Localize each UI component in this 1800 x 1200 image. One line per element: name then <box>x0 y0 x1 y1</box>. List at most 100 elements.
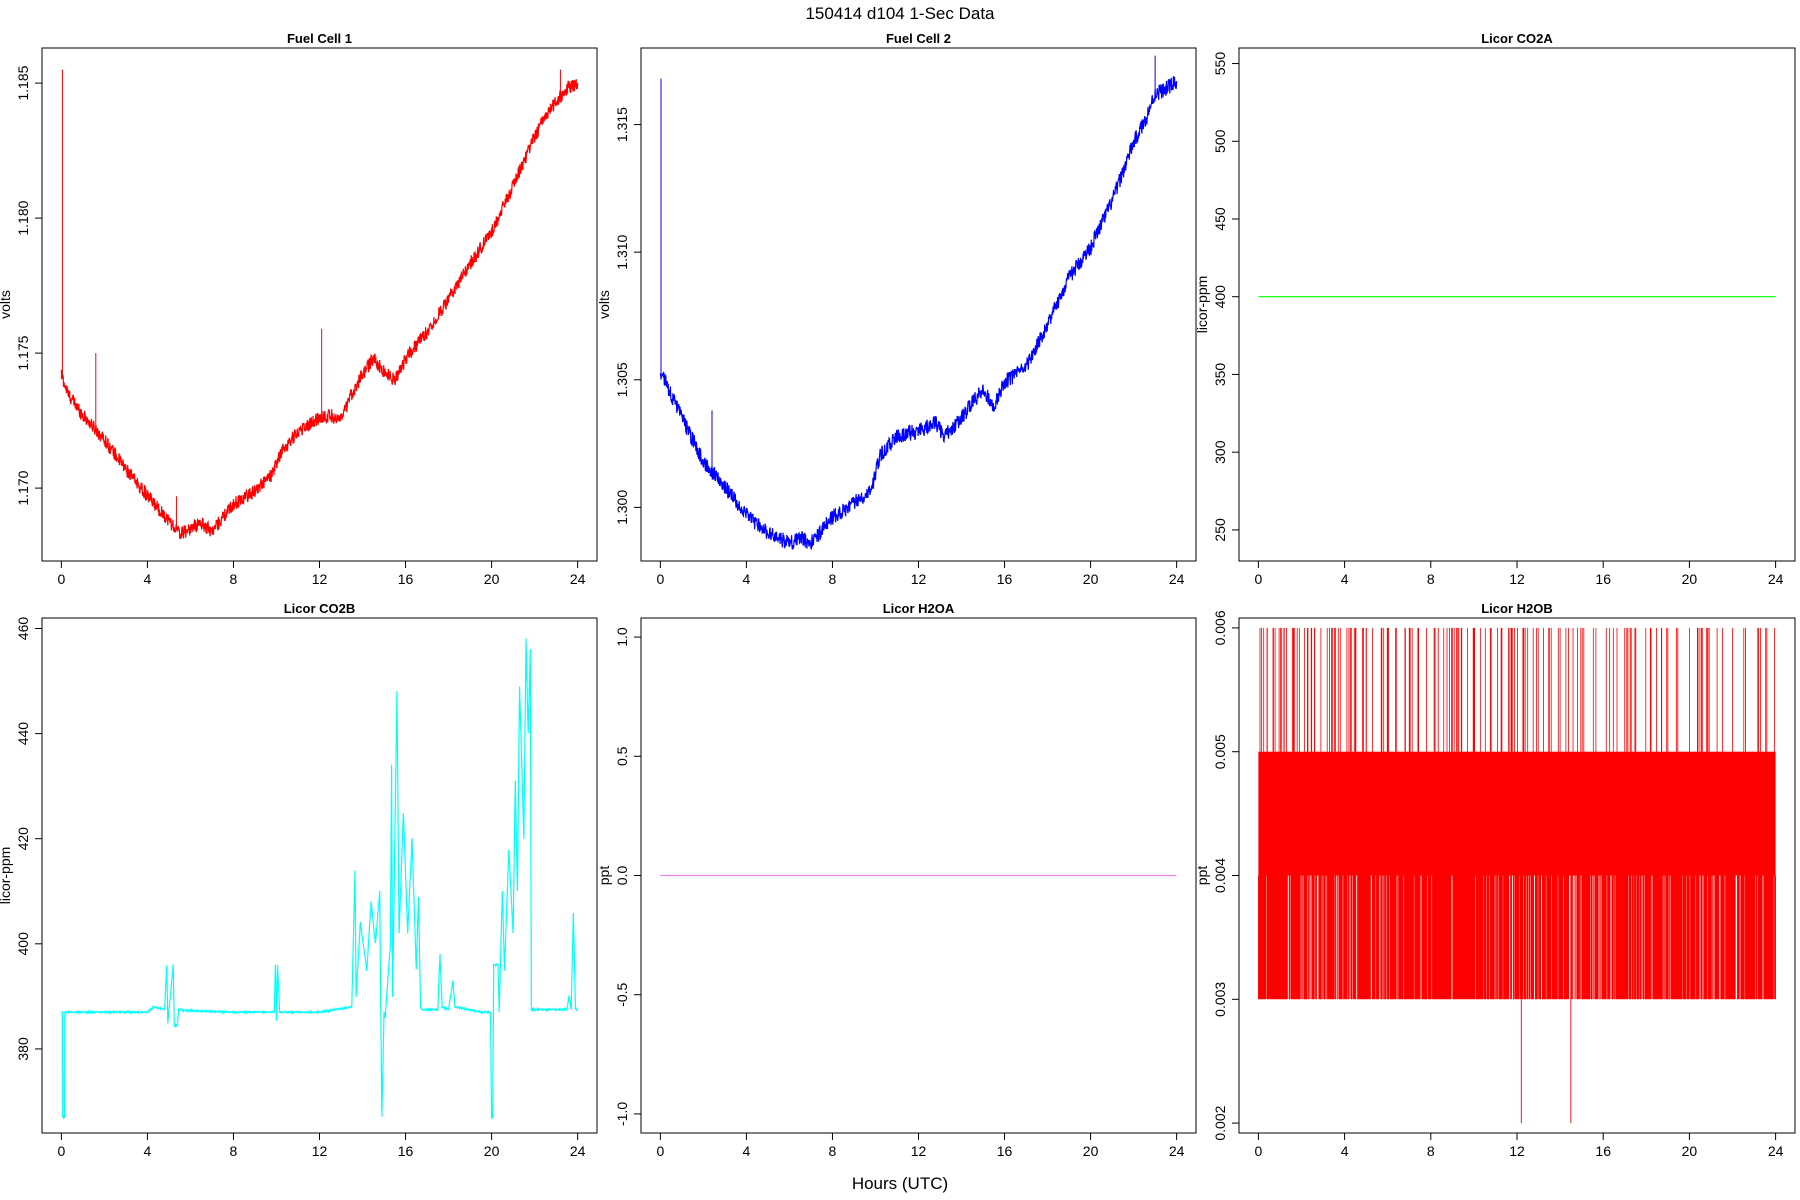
panel-title: Fuel Cell 2 <box>886 31 951 46</box>
y-tick-label: 0.0 <box>614 866 630 886</box>
x-tick-label: 0 <box>656 571 664 587</box>
panel-title: Licor H2OB <box>1481 601 1553 616</box>
x-tick-label: 4 <box>743 571 751 587</box>
x-tick-label: 16 <box>1595 1143 1611 1159</box>
x-tick-label: 12 <box>911 571 927 587</box>
x-tick-label: 0 <box>57 1143 65 1159</box>
x-tick-label: 20 <box>1682 1143 1698 1159</box>
panel-title: Fuel Cell 1 <box>287 31 352 46</box>
panel-1: Fuel Cell 1 volts 0 4 8 12 16 20 24 1.170 1.175 1.1… <box>0 31 598 587</box>
spike-up-lines <box>1259 627 1775 752</box>
x-tick-label: 0 <box>1254 571 1262 587</box>
y-axis-label: volts <box>0 290 13 319</box>
y-tick-label: -0.5 <box>614 982 630 1006</box>
y-tick-label: 420 <box>15 827 31 851</box>
y-tick-label: 1.180 <box>15 200 31 235</box>
x-tick-label: 24 <box>1768 571 1784 587</box>
y-tick-label: 1.170 <box>15 470 31 505</box>
panel-title: Licor CO2A <box>1481 31 1553 46</box>
y-tick-label: 440 <box>15 722 31 746</box>
x-tick-label: 8 <box>230 1143 238 1159</box>
x-tick-label: 4 <box>1341 571 1349 587</box>
y-tick-label: 0.003 <box>1212 982 1228 1017</box>
x-tick-label: 20 <box>484 571 500 587</box>
y-tick-label: 300 <box>1212 440 1228 464</box>
series-line-1 <box>60 79 579 540</box>
x-tick-label: 8 <box>1427 571 1435 587</box>
x-tick-label: 24 <box>1768 1143 1784 1159</box>
plot-frame <box>41 47 598 562</box>
spike-down-lines <box>1520 999 1572 1124</box>
panel-6: Licor H2OB ppt 0 4 8 12 16 20 24 0.002 0.003 0.004 0… <box>1194 601 1796 1159</box>
y-tick-label: 1.310 <box>614 234 630 269</box>
y-tick-label: 250 <box>1212 518 1228 542</box>
x-tick-label: 16 <box>398 1143 414 1159</box>
x-tick-label: 12 <box>911 1143 927 1159</box>
x-tick-label: 4 <box>743 1143 751 1159</box>
x-tick-label: 20 <box>1083 1143 1099 1159</box>
y-tick-label: 1.315 <box>614 107 630 142</box>
y-tick-label: 1.305 <box>614 362 630 397</box>
y-tick-label: 0.004 <box>1212 858 1228 893</box>
plot-frame <box>640 47 1197 562</box>
y-tick-label: 1.300 <box>614 490 630 525</box>
x-tick-label: 24 <box>1169 571 1185 587</box>
y-tick-label: 400 <box>15 932 31 956</box>
plot-area <box>659 55 1178 550</box>
y-tick-label: 0.5 <box>614 746 630 766</box>
x-tick-label: 20 <box>484 1143 500 1159</box>
plot-area <box>1258 627 1776 1124</box>
x-tick-label: 4 <box>1341 1143 1349 1159</box>
plot-frame <box>640 617 1197 1134</box>
panel-title: Licor CO2B <box>284 601 356 616</box>
panel-5: Licor H2OA ppt 0 4 8 12 16 20 24 -1.0 -0.5 0.0 0.5 1.… <box>596 601 1197 1159</box>
y-tick-label: 0.005 <box>1212 734 1228 769</box>
y-tick-label: 380 <box>15 1037 31 1061</box>
y-tick-label: 1.185 <box>15 65 31 100</box>
y-tick-label: 500 <box>1212 129 1228 153</box>
y-tick-label: 400 <box>1212 285 1228 309</box>
plot-area <box>61 638 579 1120</box>
y-tick-label: 450 <box>1212 207 1228 231</box>
x-tick-label: 8 <box>829 571 837 587</box>
x-tick-label: 12 <box>312 1143 328 1159</box>
y-axis-label: licor-ppm <box>1194 276 1210 334</box>
band-fill <box>1258 751 1776 876</box>
x-tick-label: 12 <box>1509 1143 1525 1159</box>
panel-3: Licor CO2A licor-ppm 0 4 8 12 16 20 24 250 300 350 4… <box>1194 31 1796 587</box>
y-tick-label: 350 <box>1212 363 1228 387</box>
x-tick-label: 20 <box>1682 571 1698 587</box>
plot-frame <box>1238 47 1796 562</box>
x-tick-label: 16 <box>1595 571 1611 587</box>
x-tick-label: 8 <box>829 1143 837 1159</box>
x-tick-label: 12 <box>312 571 328 587</box>
series-line-1 <box>659 76 1178 550</box>
x-tick-label: 16 <box>997 1143 1013 1159</box>
figure-title: 150414 d104 1-Sec Data <box>805 4 995 23</box>
x-tick-label: 0 <box>656 1143 664 1159</box>
x-tick-label: 0 <box>57 571 65 587</box>
x-tick-label: 8 <box>1427 1143 1435 1159</box>
figure-xlabel: Hours (UTC) <box>852 1174 948 1193</box>
x-tick-label: 4 <box>144 1143 152 1159</box>
x-tick-label: 16 <box>997 571 1013 587</box>
y-tick-label: 550 <box>1212 52 1228 76</box>
x-tick-label: 24 <box>570 1143 586 1159</box>
y-axis-label: ppt <box>1194 866 1210 886</box>
y-axis-label: volts <box>596 290 612 319</box>
x-tick-label: 8 <box>230 571 238 587</box>
x-tick-label: 16 <box>398 571 414 587</box>
x-tick-label: 20 <box>1083 571 1099 587</box>
plot-frame <box>41 617 598 1134</box>
panel-4: Licor CO2B licor-ppm 0 4 8 12 16 20 24 380 400 420 4… <box>0 601 598 1159</box>
y-tick-label: 0.002 <box>1212 1105 1228 1140</box>
y-axis-label: licor-ppm <box>0 847 13 905</box>
panel-2: Fuel Cell 2 volts 0 4 8 12 16 20 24 1.300 1.305 1.3… <box>596 31 1197 587</box>
x-tick-label: 12 <box>1509 571 1525 587</box>
panels: Fuel Cell 1 volts 0 4 8 12 16 20 24 1.170 1.175 1.1… <box>0 31 1796 1159</box>
panel-title: Licor H2OA <box>883 601 955 616</box>
band-low-lines <box>1258 875 1776 1000</box>
plot-frame <box>1238 617 1796 1134</box>
y-axis-label: ppt <box>596 866 612 886</box>
